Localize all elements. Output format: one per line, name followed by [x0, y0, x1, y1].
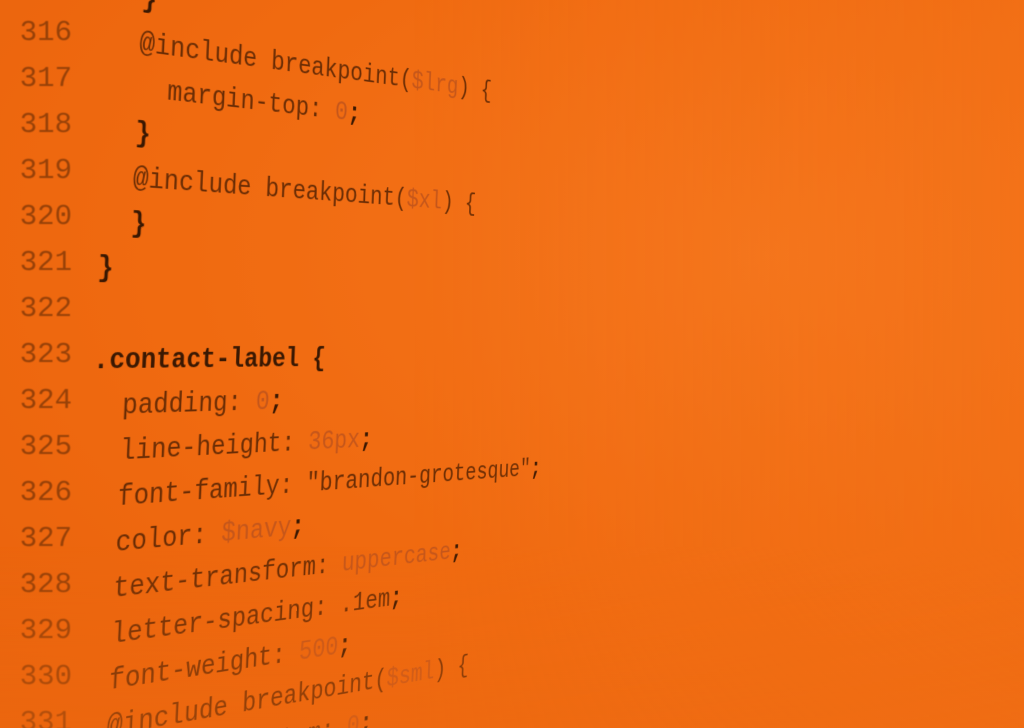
code-token: $lrg: [411, 66, 459, 102]
line-number: 320: [19, 200, 72, 233]
code-token: line-height:: [119, 427, 309, 469]
line-number: 329: [19, 614, 72, 647]
code-token: 0: [254, 386, 271, 418]
code-token: $sml: [386, 657, 435, 695]
line-number: [0, 0, 72, 10]
code-token: }: [134, 117, 152, 152]
code-token: $navy: [220, 512, 292, 550]
code-token: ;: [358, 708, 373, 728]
code-token: ) {: [441, 188, 477, 219]
code-token: ;: [268, 386, 284, 418]
code-token: ;: [389, 583, 403, 614]
line-number-gutter: 316 317 318 319 320 321 322 323 324 325 326 327 328 3…: [0, 0, 72, 728]
line-number: 328: [19, 568, 72, 601]
line-number: 319: [19, 154, 72, 187]
line-number: 321: [19, 246, 72, 279]
line-number: 326: [19, 476, 72, 509]
code-token: ;: [529, 455, 542, 483]
line-number: 324: [19, 384, 72, 417]
line-number: 325: [19, 430, 72, 463]
line-number: 322: [19, 292, 72, 325]
code-token: .contact-label {: [92, 344, 327, 378]
code-area: }@include breakpoint($lrg) {margin-top: …: [72, 0, 713, 728]
line-number: 318: [19, 108, 72, 141]
code-token: }: [141, 0, 158, 17]
code-token: 500: [298, 632, 339, 669]
code-token: ;: [359, 425, 373, 455]
code-token: 36px: [307, 425, 361, 458]
line-number: 316: [19, 16, 72, 49]
code-token: ;: [450, 537, 463, 567]
line-number: 317: [19, 62, 72, 95]
line-number: 330: [19, 660, 72, 693]
line-number: 323: [19, 338, 72, 371]
code-token: 0: [346, 710, 361, 728]
code-token: ;: [347, 98, 362, 130]
code-token: ) {: [457, 73, 493, 106]
code-token: ;: [337, 630, 352, 662]
code-token: ) {: [433, 651, 470, 686]
code-token: ;: [290, 511, 306, 543]
code-token: }: [130, 207, 148, 242]
code-token: $xl: [406, 185, 443, 217]
code-token: padding:: [121, 387, 257, 423]
code-token: .1em: [339, 584, 391, 621]
code-token: color:: [114, 518, 223, 561]
line-number: 331: [19, 706, 72, 728]
code-token: }: [96, 251, 115, 286]
code-token: uppercase: [341, 538, 452, 580]
line-number: 327: [19, 522, 72, 555]
